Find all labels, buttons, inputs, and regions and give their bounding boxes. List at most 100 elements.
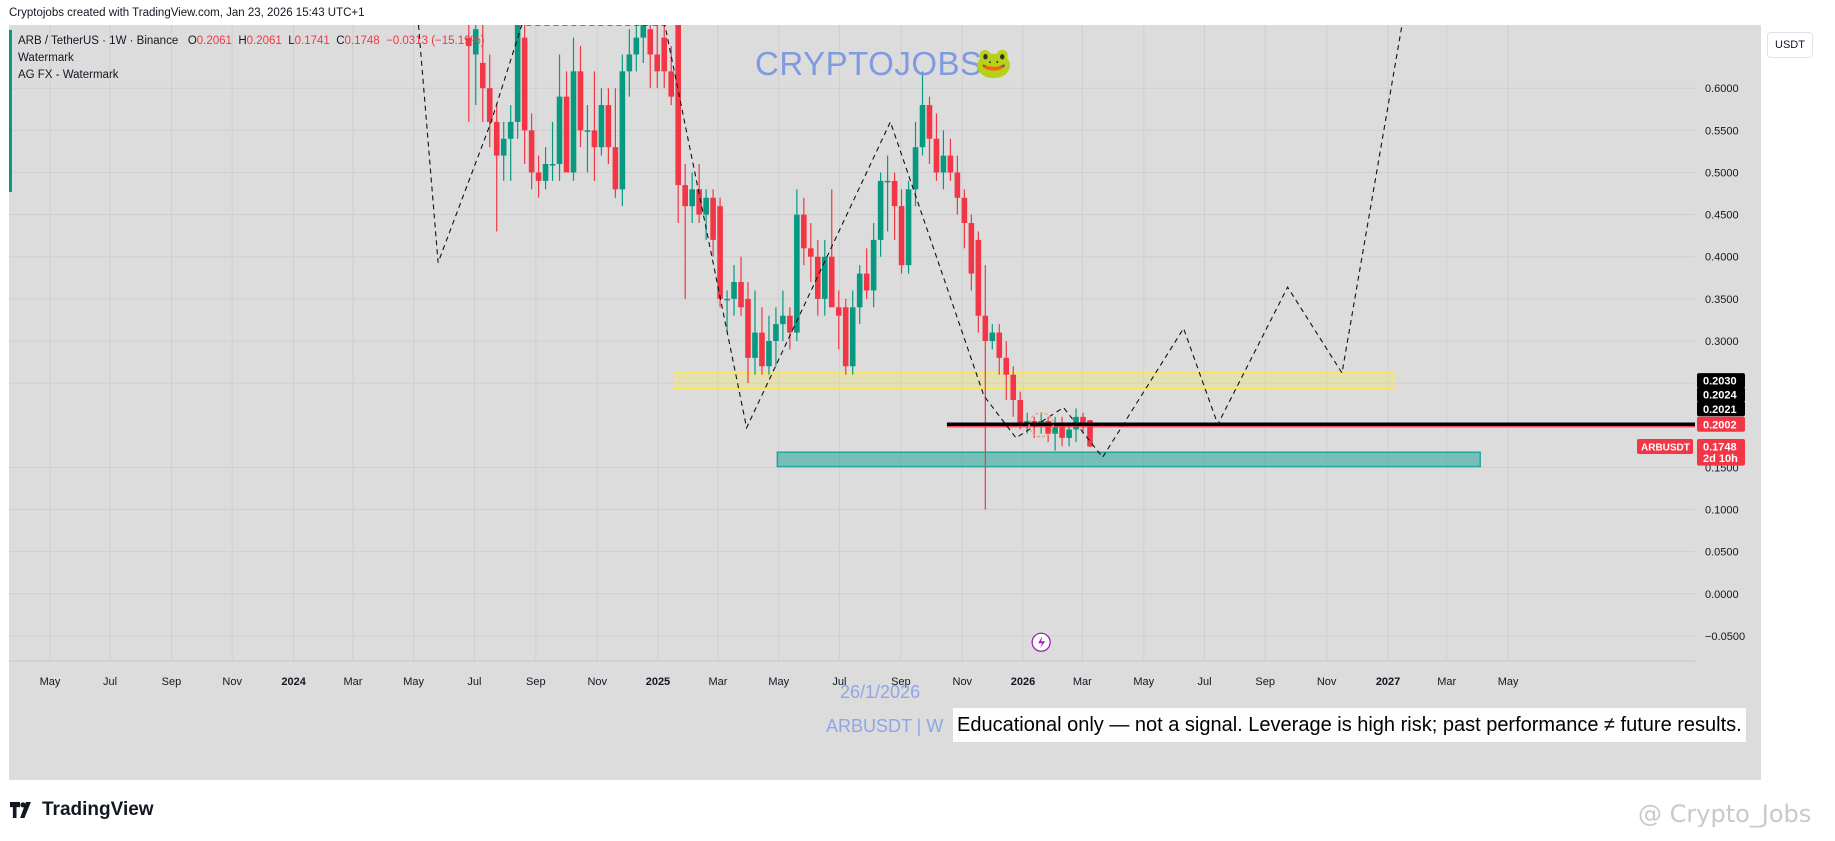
candle-body — [828, 256, 835, 308]
candle-body — [647, 29, 654, 55]
x-tick-label: Mar — [1073, 676, 1092, 688]
tradingview-logo-text: TradingView — [42, 799, 154, 820]
symbol-tag: ARBUSDT — [1641, 443, 1690, 454]
watermark-date: 26/1/2026 — [840, 682, 921, 702]
legend-high-label: H — [238, 35, 247, 47]
chart-legend: ARB / TetherUS · 1W · Binance O0.2061 H 0… — [18, 33, 485, 84]
watermark-symbol: ARBUSDT | W — [826, 716, 944, 736]
x-tick-label: Sep — [1255, 676, 1275, 688]
candle-body — [912, 147, 919, 190]
legend-open-label: O — [187, 35, 197, 47]
candle-body — [584, 130, 591, 132]
candle-body — [661, 37, 668, 72]
currency-button[interactable]: USDT — [1767, 32, 1813, 58]
candle-body — [675, 25, 681, 186]
candle-body — [1052, 425, 1058, 434]
price-chart-svg: 0.6000 0.5500 0.5000 0.4500 0.4000 0.3500 0.30… — [9, 25, 1761, 780]
tradingview-logo-icon — [10, 802, 31, 818]
legend-close-label: C — [336, 35, 345, 47]
candle-body — [1045, 421, 1051, 434]
candle-body — [626, 54, 633, 72]
legend-symbol: ARB / TetherUS · 1W · Binance — [18, 35, 179, 47]
x-tick-label: May — [1498, 676, 1519, 688]
price-label-bg — [1697, 439, 1745, 455]
candle-body — [654, 54, 661, 72]
candle-body — [863, 273, 870, 291]
legend-low-value: 0.1741 — [294, 35, 330, 47]
symbol-tag-bg — [1637, 439, 1693, 455]
y-tick-label: 0.3500 — [1705, 294, 1739, 306]
x-tick-label: May — [403, 676, 424, 688]
candle-body — [703, 197, 709, 215]
candle-body — [689, 189, 695, 207]
candle-body — [856, 273, 863, 308]
candle-body — [549, 164, 556, 166]
candle-body — [507, 121, 514, 139]
x-tick-label: 2027 — [1376, 676, 1400, 688]
candle-body — [759, 332, 765, 367]
candle-body — [486, 88, 493, 122]
candle-body — [898, 206, 905, 266]
candle-body — [514, 25, 521, 122]
candle-body — [975, 239, 982, 316]
x-tick-label: Jul — [103, 676, 117, 688]
candle-body — [668, 71, 675, 97]
x-tick-label: 2024 — [281, 676, 306, 688]
resistance-zone — [674, 372, 1395, 390]
candle-body — [982, 315, 989, 341]
x-tick-label: Nov — [953, 676, 973, 688]
candle-body — [815, 256, 821, 299]
x-tick-label: 2025 — [646, 676, 670, 688]
candle-body — [968, 223, 975, 274]
price-label: 0.2021 — [1703, 404, 1737, 416]
author-credit: @ Crypto_Jobs — [1638, 800, 1812, 828]
candle-body — [989, 332, 996, 341]
candle-body — [493, 121, 500, 156]
legend-symbol-row[interactable]: ARB / TetherUS · 1W · Binance O0.2061 H 0… — [18, 33, 485, 50]
candle-body — [996, 332, 1003, 358]
legend-low-label: L — [288, 35, 295, 47]
watermark-title: CRYPTOJOBS — [755, 45, 983, 82]
x-tick-label: Sep — [162, 676, 182, 688]
price-label-bg — [1697, 450, 1745, 466]
x-tick-label: Mar — [709, 676, 728, 688]
legend-indicator-agfx[interactable]: AG FX - Watermark — [18, 69, 119, 81]
candle-body — [696, 189, 702, 215]
legend-indicator-watermark[interactable]: Watermark — [18, 52, 74, 64]
price-label: 0.2002 — [1703, 419, 1737, 431]
frog-icon: 🐸 — [975, 47, 1013, 80]
current-price-marker — [1028, 412, 1054, 438]
y-tick-label: −0.0500 — [1705, 631, 1745, 643]
price-label: 2d 10h — [1703, 453, 1738, 465]
x-tick-label: Sep — [891, 676, 911, 688]
x-tick-label: Nov — [587, 676, 607, 688]
candle-body — [766, 341, 772, 367]
candle-body — [905, 189, 912, 266]
x-tick-label: 2026 — [1011, 676, 1035, 688]
x-tick-label: Jul — [467, 676, 481, 688]
candle-body — [591, 130, 598, 148]
candle-body — [598, 105, 605, 148]
candle-body — [787, 315, 793, 333]
candle-body — [528, 130, 535, 173]
y-tick-label: 0.5500 — [1705, 125, 1739, 137]
y-tick-label: 0.0500 — [1705, 547, 1739, 559]
x-tick-label: Nov — [222, 676, 242, 688]
candle-body — [745, 298, 751, 358]
candle-body — [640, 25, 647, 38]
price-label-bg — [1697, 401, 1745, 417]
candle-body — [961, 197, 968, 224]
candle-body — [542, 164, 549, 181]
tradingview-logo[interactable]: TradingView — [10, 799, 154, 821]
legend-accent-bar — [9, 30, 12, 192]
disclaimer-banner: Educational only — not a signal. Leverag… — [953, 708, 1746, 742]
candle-body — [605, 105, 612, 148]
legend-open-value: 0.2061 — [196, 35, 232, 47]
candle-body — [801, 214, 807, 249]
chart-plot-area[interactable]: 0.6000 0.5500 0.5000 0.4500 0.4000 0.3500 0.30… — [9, 25, 1761, 780]
candle-body — [940, 155, 947, 173]
candle-body — [724, 298, 730, 301]
candle-body — [682, 185, 688, 207]
y-tick-label: 0.6000 — [1705, 83, 1739, 95]
y-tick-label: 0.1000 — [1705, 505, 1739, 517]
